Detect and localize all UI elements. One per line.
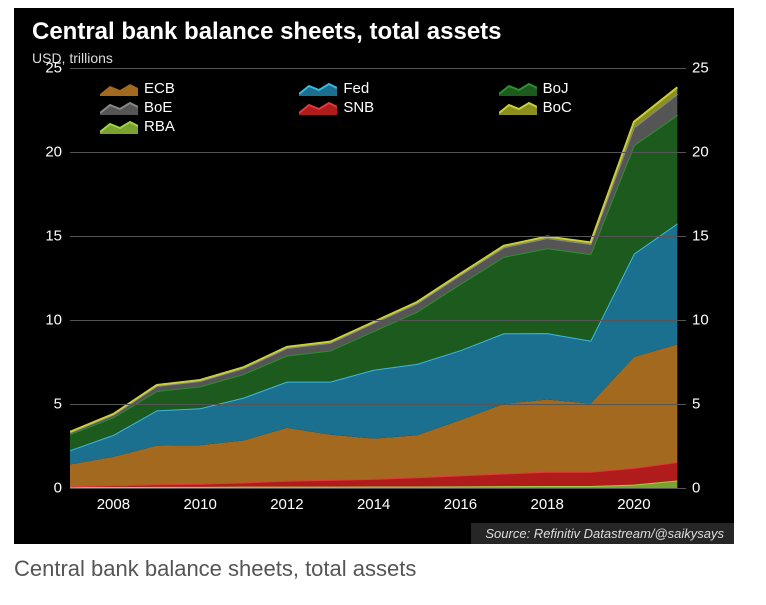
x-axis-label: 2020 xyxy=(617,496,650,513)
y-axis-label-right: 20 xyxy=(692,144,732,161)
legend-item-boj: BoJ xyxy=(499,80,674,97)
x-axis-label: 2014 xyxy=(357,496,390,513)
legend-item-snb: SNB xyxy=(299,99,474,116)
y-axis-label-left: 20 xyxy=(22,144,62,161)
legend-swatch-icon xyxy=(299,82,337,96)
legend-item-boc: BoC xyxy=(499,99,674,116)
x-axis-label: 2018 xyxy=(530,496,563,513)
y-axis-label-right: 0 xyxy=(692,480,732,497)
chart-source: Source: Refinitiv Datastream/@saikysays xyxy=(471,523,734,544)
legend-swatch-icon xyxy=(100,120,138,134)
y-axis-label-left: 15 xyxy=(22,228,62,245)
x-axis-label: 2008 xyxy=(97,496,130,513)
chart-card: Central bank balance sheets, total asset… xyxy=(14,8,734,544)
legend-item-rba: RBA xyxy=(100,118,275,135)
y-axis-label-left: 0 xyxy=(22,480,62,497)
legend-swatch-icon xyxy=(299,101,337,115)
x-axis-label: 2016 xyxy=(444,496,477,513)
chart-title: Central bank balance sheets, total asset… xyxy=(14,8,734,48)
y-axis-label-left: 25 xyxy=(22,60,62,77)
legend-swatch-icon xyxy=(100,82,138,96)
legend-label: SNB xyxy=(343,99,374,116)
y-axis-label-right: 25 xyxy=(692,60,732,77)
grid-line xyxy=(70,236,686,237)
legend-swatch-icon xyxy=(499,101,537,115)
legend-item-boe: BoE xyxy=(100,99,275,116)
chart-subtitle: USD, trillions xyxy=(14,48,734,68)
caption-text: Central bank balance sheets, total asset… xyxy=(14,556,752,582)
legend-label: RBA xyxy=(144,118,175,135)
legend-label: Fed xyxy=(343,80,369,97)
legend-label: BoE xyxy=(144,99,172,116)
legend-swatch-icon xyxy=(499,82,537,96)
y-axis-label-right: 10 xyxy=(692,312,732,329)
legend-swatch-icon xyxy=(100,101,138,115)
x-axis-label: 2010 xyxy=(183,496,216,513)
y-axis-label-left: 10 xyxy=(22,312,62,329)
y-axis-label-right: 5 xyxy=(692,396,732,413)
grid-line xyxy=(70,320,686,321)
page-wrap: Central bank balance sheets, total asset… xyxy=(0,0,766,605)
chart-legend: ECB Fed BoJ BoE SNB BoC RBA xyxy=(100,80,674,135)
x-axis-label: 2012 xyxy=(270,496,303,513)
grid-line xyxy=(70,488,686,489)
y-axis-label-right: 15 xyxy=(692,228,732,245)
grid-line xyxy=(70,404,686,405)
grid-line xyxy=(70,68,686,69)
legend-label: BoJ xyxy=(543,80,569,97)
legend-item-fed: Fed xyxy=(299,80,474,97)
grid-line xyxy=(70,152,686,153)
legend-item-ecb: ECB xyxy=(100,80,275,97)
legend-label: ECB xyxy=(144,80,175,97)
y-axis-label-left: 5 xyxy=(22,396,62,413)
legend-label: BoC xyxy=(543,99,572,116)
